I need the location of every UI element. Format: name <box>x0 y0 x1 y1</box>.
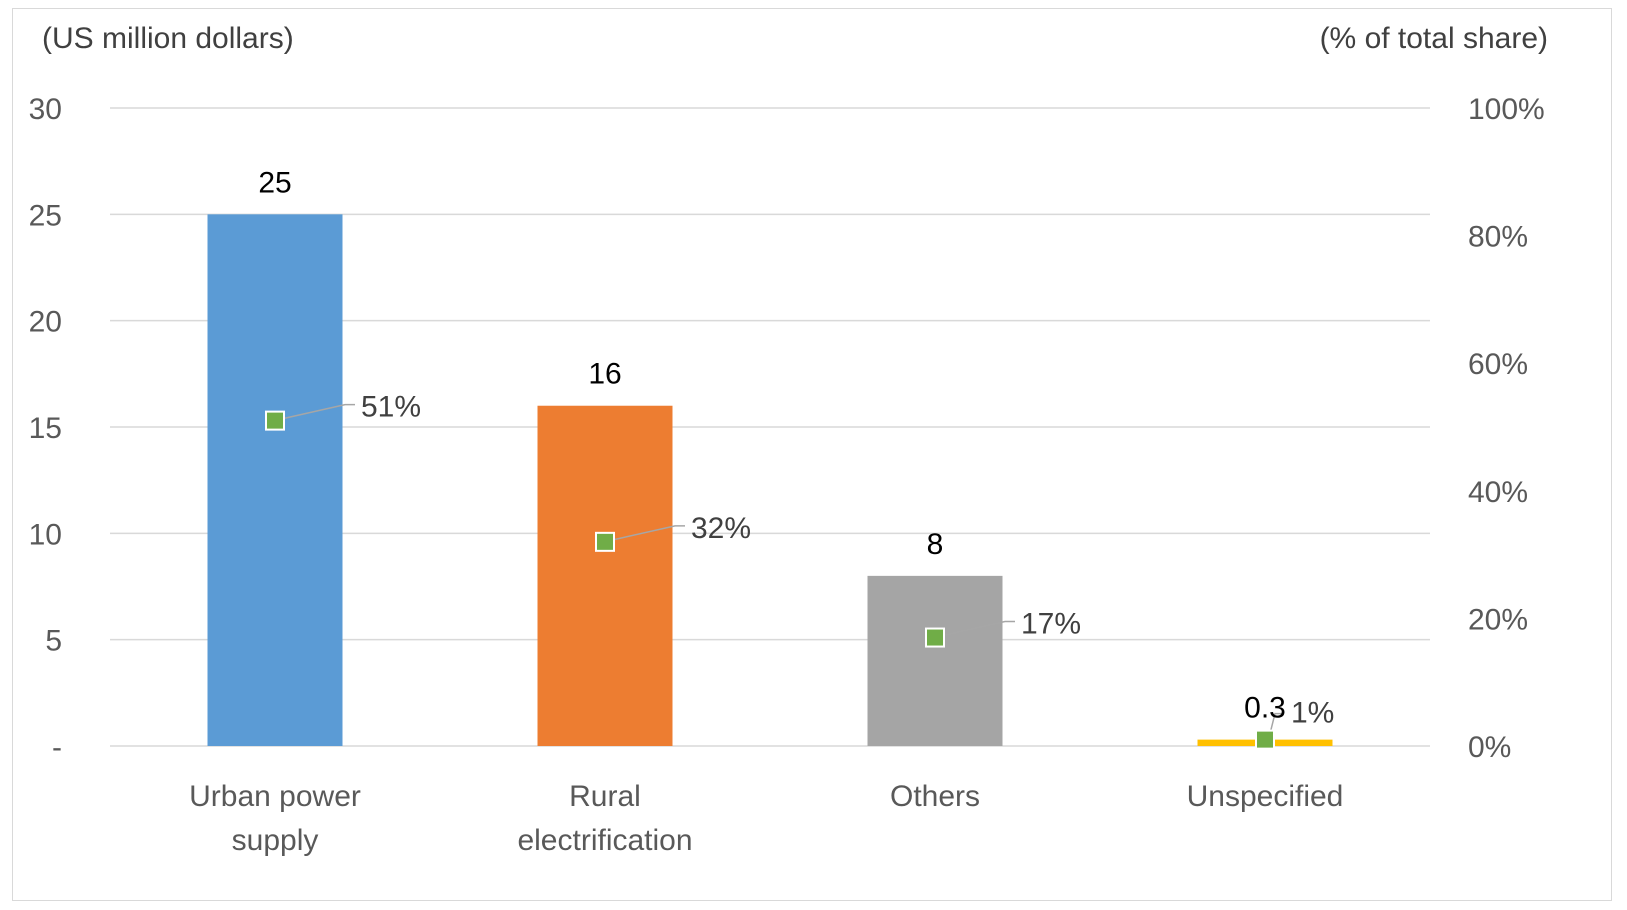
right-tick-label: 20% <box>1468 603 1528 636</box>
share-marker <box>595 531 615 552</box>
share-markers <box>265 410 1275 750</box>
category-label: Urban power <box>189 780 361 813</box>
share-value-label: 51% <box>361 391 421 424</box>
left-tick-label: 10 <box>29 518 62 551</box>
chart-frame <box>12 8 1612 901</box>
share-value-label: 17% <box>1021 608 1081 641</box>
bar-value-label: 25 <box>258 166 291 199</box>
left-axis-title: (US million dollars) <box>42 22 294 55</box>
share-marker <box>265 410 285 431</box>
bar-value-label: 16 <box>588 358 621 391</box>
left-tick-label: 20 <box>29 306 62 339</box>
left-tick-label: 25 <box>29 199 62 232</box>
category-label: Unspecified <box>1187 780 1344 813</box>
share-marker <box>1255 729 1275 750</box>
leader-line <box>282 403 355 420</box>
category-label: electrification <box>517 824 692 857</box>
bar-value-label: 8 <box>927 528 944 561</box>
right-axis-ticks: 0% 20% 40% 60% 80% 100% <box>1468 93 1545 764</box>
left-tick-label: 30 <box>29 93 62 126</box>
bar-value-label: 0.3 <box>1244 692 1286 725</box>
right-tick-label: 80% <box>1468 221 1528 254</box>
leader-line <box>612 525 685 541</box>
left-axis-ticks: - 5 10 15 20 25 30 <box>29 93 62 764</box>
right-tick-label: 40% <box>1468 476 1528 509</box>
left-tick-label: - <box>52 731 62 764</box>
category-label: supply <box>232 824 319 857</box>
right-tick-label: 0% <box>1468 731 1511 764</box>
right-axis-title: (% of total share) <box>1320 22 1548 55</box>
right-tick-label: 100% <box>1468 93 1545 126</box>
category-labels: Urban power supply Rural electrification Oth… <box>189 780 1343 857</box>
category-label: Rural <box>569 780 641 813</box>
leader-lines <box>282 403 1283 734</box>
leader-line <box>942 620 1015 637</box>
category-label: Others <box>890 780 980 813</box>
bars <box>207 214 1333 747</box>
share-value-label: 32% <box>691 512 751 545</box>
share-marker <box>925 627 945 648</box>
share-value-label: 1% <box>1291 697 1334 730</box>
bar <box>537 405 673 746</box>
leader-line <box>1269 712 1283 734</box>
bar <box>207 214 343 747</box>
left-tick-label: 15 <box>29 412 62 445</box>
left-tick-label: 5 <box>45 625 62 658</box>
data-labels: 25 51% 16 32% 8 17% 0.3 1% <box>258 166 1334 729</box>
right-tick-label: 60% <box>1468 348 1528 381</box>
bar <box>867 575 1003 746</box>
